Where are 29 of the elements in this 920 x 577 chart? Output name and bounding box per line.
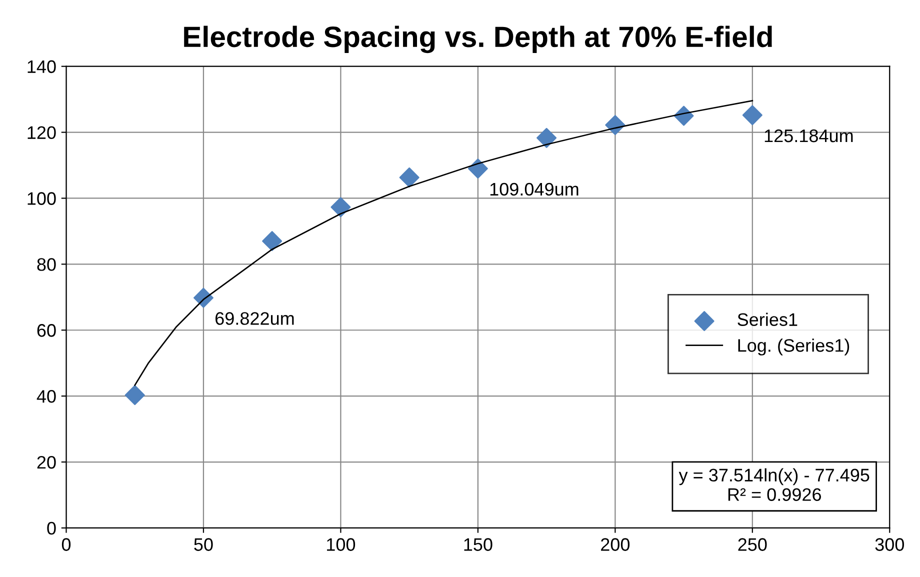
- legend-label: Log. (Series1): [738, 338, 850, 356]
- point: [262, 231, 282, 252]
- y-tick-label: 80: [37, 258, 56, 271]
- y-tick-label: 100: [28, 192, 56, 205]
- y-tick-label: 40: [36, 390, 56, 403]
- x-tick-label: 300: [875, 538, 904, 551]
- point: [536, 128, 557, 148]
- y-tick-label: 20: [37, 456, 56, 469]
- point: [742, 105, 762, 126]
- y-tick-label: 0: [47, 522, 56, 535]
- x-tick-label: 0: [62, 538, 71, 551]
- annotation: y = 37.514ln(x) - 77.495 R² = 0.9926: [678, 468, 870, 501]
- point: [330, 197, 351, 218]
- chart-title: Electrode Spacing vs. Depth at 70% E-field: [184, 26, 772, 54]
- y-tick-label: 140: [28, 60, 56, 74]
- annotation: 69.822um: [216, 312, 294, 325]
- legend-label: Series1: [738, 312, 798, 326]
- x-tick-label: 150: [464, 538, 492, 551]
- annotation: 125.184um: [764, 129, 853, 142]
- x-tick-label: 250: [738, 538, 767, 551]
- x-tick-label: 100: [327, 538, 356, 551]
- annotation: 109.049um: [490, 182, 578, 196]
- point: [468, 158, 488, 179]
- x-tick-label: 50: [194, 538, 213, 551]
- y-tick-label: 120: [28, 126, 56, 140]
- y-tick-label: 60: [37, 324, 56, 337]
- x-tick-label: 200: [601, 538, 630, 551]
- point: [399, 167, 420, 188]
- point: [124, 385, 145, 406]
